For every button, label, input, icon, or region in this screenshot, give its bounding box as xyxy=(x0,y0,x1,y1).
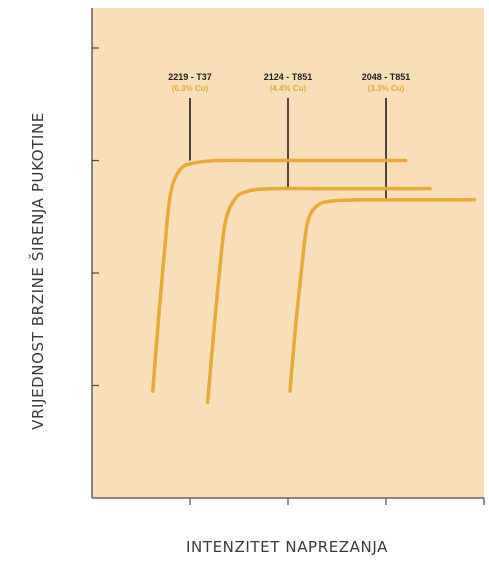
series-sublabel-3: (3.3% Cu) xyxy=(368,84,405,93)
leader-lines xyxy=(189,98,387,200)
series-sublabel-1: (6.3% Cu) xyxy=(172,84,209,93)
series-curve-1 xyxy=(151,158,408,393)
y-axis-title: VRIJEDNOST BRZINE ŠIRENJA PUKOTINE xyxy=(28,112,47,430)
series-labels: 2219 - T37 (6.3% Cu) 2124 - T851 (4.4% Cu) 2… xyxy=(168,72,410,93)
curves xyxy=(151,158,476,405)
series-label-2: 2124 - T851 xyxy=(264,72,313,82)
series-label-1: 2219 - T37 xyxy=(168,72,212,82)
plot-background xyxy=(92,8,484,498)
series-sublabel-2: (4.4% Cu) xyxy=(270,84,307,93)
series-curve-3 xyxy=(288,198,476,393)
series-curve-2 xyxy=(205,186,432,405)
series-label-3: 2048 - T851 xyxy=(362,72,411,82)
axes xyxy=(91,8,485,505)
x-axis-title: INTENZITET NAPREZANJA xyxy=(186,538,388,556)
